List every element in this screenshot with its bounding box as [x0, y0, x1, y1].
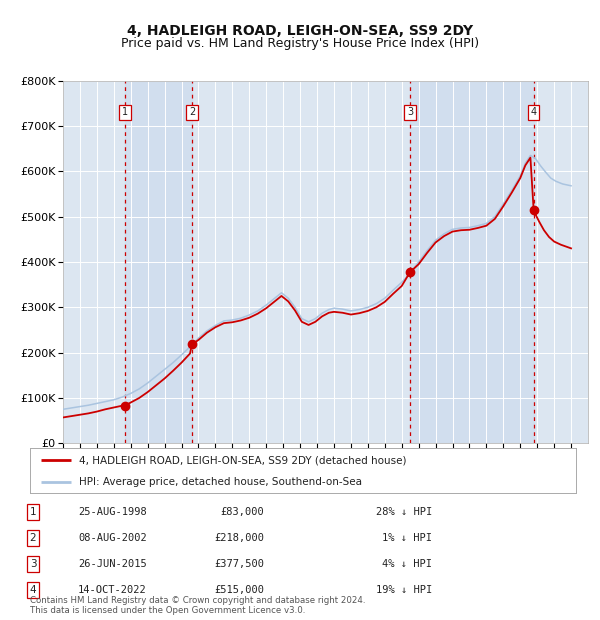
Text: 14-OCT-2022: 14-OCT-2022 [78, 585, 147, 595]
Text: 2: 2 [29, 533, 37, 543]
Text: 4: 4 [29, 585, 37, 595]
Text: 26-JUN-2015: 26-JUN-2015 [78, 559, 147, 569]
Text: 3: 3 [29, 559, 37, 569]
Text: 4, HADLEIGH ROAD, LEIGH-ON-SEA, SS9 2DY: 4, HADLEIGH ROAD, LEIGH-ON-SEA, SS9 2DY [127, 24, 473, 38]
Text: 4% ↓ HPI: 4% ↓ HPI [382, 559, 432, 569]
Text: £83,000: £83,000 [220, 507, 264, 517]
Text: 19% ↓ HPI: 19% ↓ HPI [376, 585, 432, 595]
Text: £218,000: £218,000 [214, 533, 264, 543]
Text: £515,000: £515,000 [214, 585, 264, 595]
Bar [410, 81, 533, 443]
Text: 2: 2 [189, 107, 195, 117]
Text: 25-AUG-1998: 25-AUG-1998 [78, 507, 147, 517]
Text: 28% ↓ HPI: 28% ↓ HPI [376, 507, 432, 517]
Text: £377,500: £377,500 [214, 559, 264, 569]
Text: 1: 1 [122, 107, 128, 117]
Text: 1% ↓ HPI: 1% ↓ HPI [382, 533, 432, 543]
Text: Contains HM Land Registry data © Crown copyright and database right 2024.
This d: Contains HM Land Registry data © Crown c… [30, 596, 365, 615]
Text: 4: 4 [530, 107, 536, 117]
Text: 08-AUG-2002: 08-AUG-2002 [78, 533, 147, 543]
Text: 3: 3 [407, 107, 413, 117]
Text: 4, HADLEIGH ROAD, LEIGH-ON-SEA, SS9 2DY (detached house): 4, HADLEIGH ROAD, LEIGH-ON-SEA, SS9 2DY … [79, 455, 407, 466]
Text: 1: 1 [29, 507, 37, 517]
Text: HPI: Average price, detached house, Southend-on-Sea: HPI: Average price, detached house, Sout… [79, 477, 362, 487]
Bar [125, 81, 192, 443]
Text: Price paid vs. HM Land Registry's House Price Index (HPI): Price paid vs. HM Land Registry's House … [121, 37, 479, 50]
